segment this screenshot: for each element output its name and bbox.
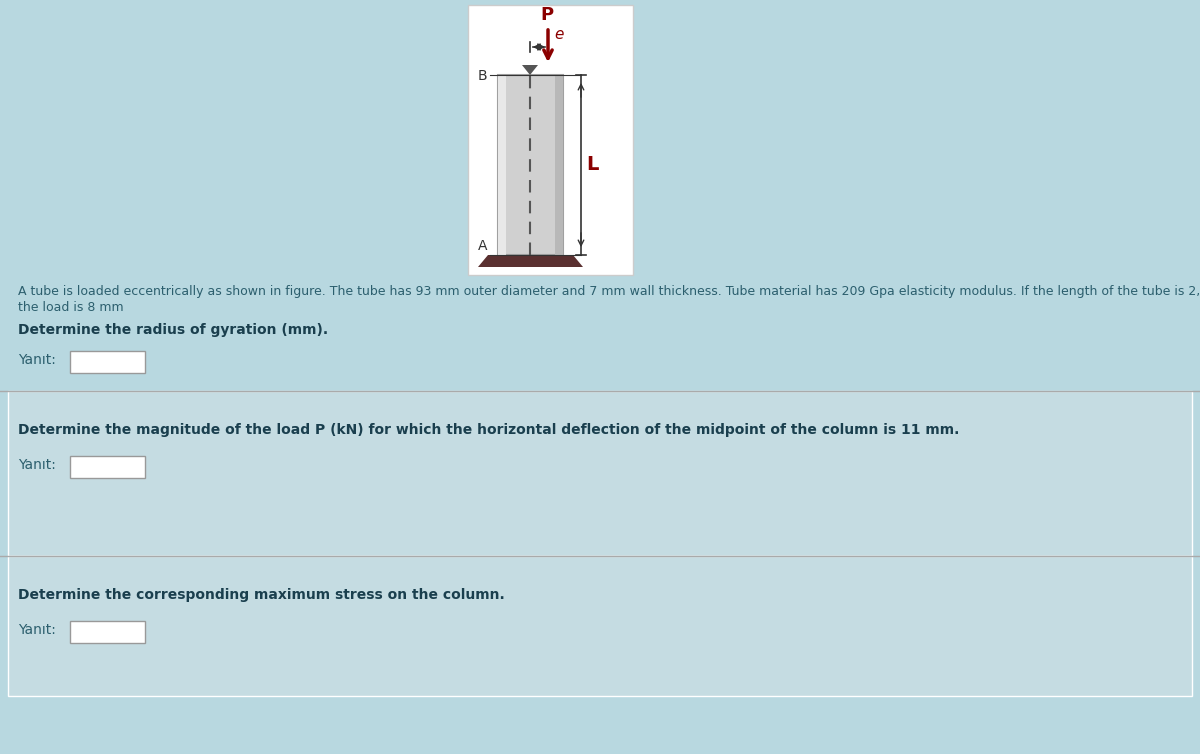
Text: Yanıt:: Yanıt: [18,353,56,367]
Bar [8,556,1192,696]
Text: P: P [540,6,553,24]
Bar [498,75,563,255]
Polygon shape [522,65,538,75]
Bar [70,621,145,643]
Bar [70,456,145,478]
Text: Yanıt:: Yanıt: [18,458,56,472]
Bar [468,5,634,275]
Text: Determine the magnitude of the load P (kN) for which the horizontal deflection o: Determine the magnitude of the load P (k… [18,423,959,437]
Text: A: A [478,239,487,253]
Bar [8,8,1192,391]
Bar [554,75,563,255]
Bar [70,351,145,373]
Text: e: e [554,27,563,42]
Bar [8,391,1192,556]
Polygon shape [478,255,583,267]
Bar [498,75,506,255]
Text: L: L [586,155,599,174]
Text: A tube is loaded eccentrically as shown in figure. The tube has 93 mm outer diam: A tube is loaded eccentrically as shown … [18,285,1200,298]
Text: Yanıt:: Yanıt: [18,623,56,637]
Text: Determine the radius of gyration (mm).: Determine the radius of gyration (mm). [18,323,328,337]
Text: the load is 8 mm: the load is 8 mm [18,301,124,314]
Text: Determine the corresponding maximum stress on the column.: Determine the corresponding maximum stre… [18,588,505,602]
Text: B: B [478,69,487,83]
